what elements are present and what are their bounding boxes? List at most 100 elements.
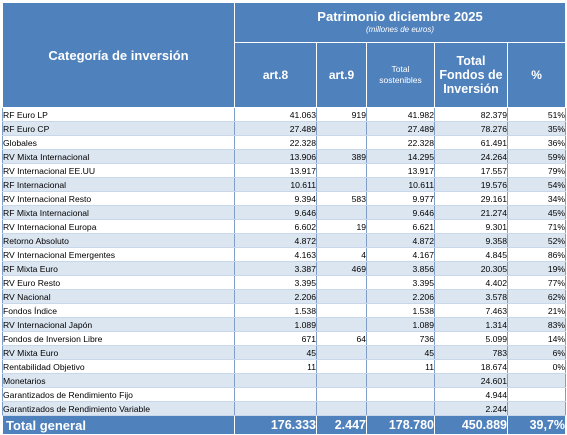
row-category: RF Euro LP (2, 107, 235, 122)
row-category: RV Internacional Resto (2, 191, 235, 206)
table-body: RF Euro LP 41.063 919 41.982 82.379 51% RF Eur… (2, 107, 567, 416)
row-category: Fondos de Inversion Libre (2, 331, 235, 346)
table-row: RF Mixta Internacional 9.646 9.646 21.274 45… (2, 205, 567, 220)
row-art8: 6.602 (234, 219, 317, 234)
header-total-fondos-line1: Total (456, 54, 486, 68)
table-row: Garantizados de Rendimiento Fijo 4.944 (2, 387, 567, 402)
table-row: Retorno Absoluto 4.872 4.872 9.358 52% (2, 233, 567, 248)
row-category: Garantizados de Rendimiento Fijo (2, 387, 235, 402)
row-art9 (316, 387, 367, 402)
row-total-sostenibles (366, 401, 435, 416)
row-category: RF Mixta Euro (2, 261, 235, 276)
row-total-fondos: 2.244 (434, 401, 508, 416)
row-percent: 51% (507, 107, 567, 122)
table-row: Fondos Índice 1.538 1.538 7.463 21% (2, 303, 567, 318)
row-category: RV Mixta Internacional (2, 149, 235, 164)
table-title: Patrimonio diciembre 2025 (317, 8, 483, 24)
row-percent: 45% (507, 205, 567, 220)
row-total-fondos: 783 (434, 345, 508, 360)
row-category: RF Mixta Internacional (2, 205, 235, 220)
row-total-sostenibles: 27.489 (366, 121, 435, 136)
row-category: Garantizados de Rendimiento Variable (2, 401, 235, 416)
row-percent: 14% (507, 331, 567, 346)
row-art8: 1.089 (234, 317, 317, 332)
row-category: Fondos Índice (2, 303, 235, 318)
row-total-fondos: 9.301 (434, 219, 508, 234)
row-total-fondos: 4.402 (434, 275, 508, 290)
table-row: RV Mixta Internacional 13.906 389 14.295 24.… (2, 149, 567, 164)
row-total-fondos: 20.305 (434, 261, 508, 276)
header-title-cell: Patrimonio diciembre 2025 (millones de e… (233, 2, 567, 43)
row-total-fondos: 3.578 (434, 289, 508, 304)
row-category: Monetarios (2, 373, 235, 388)
row-total-sostenibles: 13.917 (366, 163, 435, 178)
row-total-fondos: 61.491 (434, 135, 508, 150)
row-percent: 77% (507, 275, 567, 290)
row-art8: 3.395 (234, 275, 317, 290)
row-total-sostenibles: 3.395 (366, 275, 435, 290)
row-art9 (316, 121, 367, 136)
row-art9: 64 (316, 331, 367, 346)
row-category: RV Internacional Japón (2, 317, 235, 332)
row-art8: 22.328 (234, 135, 317, 150)
row-total-fondos: 1.314 (434, 317, 508, 332)
row-total-sostenibles (366, 387, 435, 402)
row-percent: 54% (507, 177, 567, 192)
header-total-fondos-line3: Inversión (443, 82, 499, 96)
row-category: Globales (2, 135, 235, 150)
row-art8 (234, 401, 317, 416)
row-art8: 45 (234, 345, 317, 360)
row-art8: 27.489 (234, 121, 317, 136)
row-total-sostenibles (366, 373, 435, 388)
row-art9: 4 (316, 247, 367, 262)
table-row: RV Mixta Euro 45 45 783 6% (2, 345, 567, 360)
total-label: Total general (2, 415, 235, 435)
row-percent: 62% (507, 289, 567, 304)
row-total-fondos: 24.264 (434, 149, 508, 164)
table-row: Garantizados de Rendimiento Variable 2.24… (2, 401, 567, 416)
table-row: RF Euro CP 27.489 27.489 78.276 35% (2, 121, 567, 136)
row-art9 (316, 401, 367, 416)
row-category: RV Internacional EE.UU (2, 163, 235, 178)
row-percent: 79% (507, 163, 567, 178)
row-art9: 919 (316, 107, 367, 122)
row-art9 (316, 373, 367, 388)
row-art9: 469 (316, 261, 367, 276)
row-percent: 36% (507, 135, 567, 150)
total-art9: 2.447 (316, 415, 367, 435)
row-art9 (316, 135, 367, 150)
row-art8: 4.163 (234, 247, 317, 262)
row-art8: 11 (234, 359, 317, 374)
row-art9 (316, 317, 367, 332)
row-total-sostenibles: 10.611 (366, 177, 435, 192)
row-percent: 35% (507, 121, 567, 136)
row-percent: 86% (507, 247, 567, 262)
row-total-fondos: 18.674 (434, 359, 508, 374)
table-row: RF Mixta Euro 3.387 469 3.856 20.305 19% (2, 261, 567, 276)
row-total-fondos: 5.099 (434, 331, 508, 346)
total-fondos: 450.889 (434, 415, 508, 435)
row-total-sostenibles: 41.982 (366, 107, 435, 122)
row-total-sostenibles: 14.295 (366, 149, 435, 164)
total-sostenibles: 178.780 (366, 415, 435, 435)
row-total-sostenibles: 6.621 (366, 219, 435, 234)
row-total-fondos: 29.161 (434, 191, 508, 206)
total-row: Total general 176.333 2.447 178.780 450.… (2, 415, 567, 435)
total-art8: 176.333 (234, 415, 317, 435)
table-row: RV Internacional Resto 9.394 583 9.977 29.16… (2, 191, 567, 206)
row-total-fondos: 4.944 (434, 387, 508, 402)
row-art8: 13.917 (234, 163, 317, 178)
row-art9: 19 (316, 219, 367, 234)
row-art9 (316, 289, 367, 304)
row-art9 (316, 233, 367, 248)
header-total-sostenibles: Total sostenibles (366, 42, 435, 108)
row-category: Rentabilidad Objetivo (2, 359, 235, 374)
row-art8: 13.906 (234, 149, 317, 164)
row-total-fondos: 24.601 (434, 373, 508, 388)
row-art8: 671 (234, 331, 317, 346)
row-total-sostenibles: 45 (366, 345, 435, 360)
row-percent (507, 387, 567, 402)
row-total-fondos: 4.845 (434, 247, 508, 262)
row-category: RV Internacional Europa (2, 219, 235, 234)
